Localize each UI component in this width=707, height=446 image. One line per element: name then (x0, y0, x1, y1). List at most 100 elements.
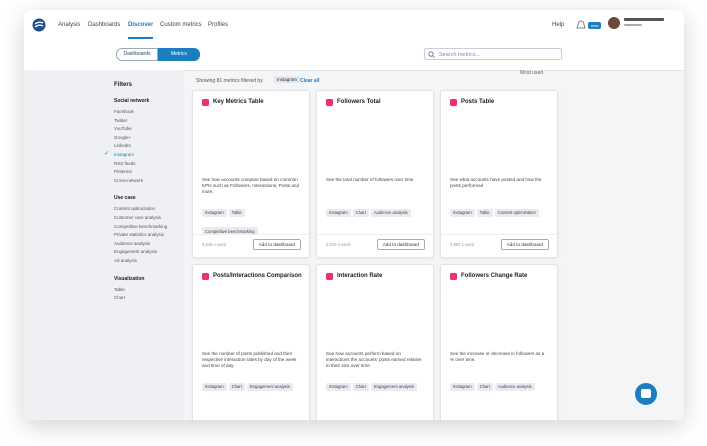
card-divider (193, 234, 309, 235)
tag: Chart (228, 382, 245, 391)
filter-summary: Showing 81 metrics filtered by (196, 78, 263, 84)
metric-card[interactable]: Followers Total See the total number of f… (316, 90, 434, 258)
notification-icon[interactable] (576, 20, 586, 30)
card-divider (317, 234, 433, 235)
view-tab[interactable]: Metrics (158, 48, 200, 61)
tag: Instagram (202, 208, 227, 217)
tag-list: Instagram Chart Audience analysis (326, 201, 426, 220)
usage-count: 3,910 x used (326, 242, 350, 247)
chip-close[interactable]: × (292, 77, 295, 83)
filter-group-title: Use case (114, 195, 136, 202)
tag-list: Instagram Chart Engagement analysis (202, 375, 302, 394)
tag-list: Instagram Table Competitive benchmarking (202, 201, 302, 238)
card-title: Interaction Rate (337, 273, 383, 279)
card-description: See what accounts have posted and how th… (450, 177, 542, 189)
tag: Instagram (450, 208, 475, 217)
tag: Table (476, 208, 493, 217)
tag-list: Instagram Chart Audience analysis (450, 375, 550, 394)
help-link[interactable]: Help (552, 22, 565, 28)
filter-option[interactable]: Cross-network (114, 177, 144, 183)
search-input[interactable]: Search metrics... (424, 48, 562, 60)
filter-chip[interactable]: Instagram (274, 76, 301, 83)
tag: Chart (352, 208, 369, 217)
nav-item[interactable]: Custom metrics (160, 22, 202, 28)
card-title: Posts/Interactions Comparison (213, 273, 302, 279)
metric-card[interactable]: Key Metrics Table See how accounts compar… (192, 90, 310, 258)
card-title: Followers Total (337, 99, 381, 105)
check-mark: ✓ (104, 151, 110, 157)
filter-option[interactable]: Pinterest (114, 169, 132, 175)
nav-item[interactable]: Analysis (58, 22, 81, 28)
card-title: Posts Table (461, 99, 495, 105)
tag: Instagram (450, 382, 475, 391)
user-role-placeholder (624, 24, 642, 26)
filter-option[interactable]: Google+ (114, 134, 132, 140)
filter-sidebar: Filters Social network Facebook Twitter YouT… (24, 70, 184, 420)
filter-group-title: Social network (114, 98, 150, 104)
card-description: See how accounts compare based on common… (202, 177, 300, 195)
metric-icon (202, 273, 209, 280)
tag: Competitive benchmarking (202, 227, 258, 235)
usage-count: 2,983 x used (450, 242, 474, 247)
nav-item[interactable]: Dashboards (88, 22, 121, 28)
usage-count: 5,846 x used (202, 242, 226, 247)
metric-icon (450, 99, 457, 106)
card-title: Followers Change Rate (461, 273, 528, 279)
toolbar: Search metrics... Dashboards Metrics (24, 42, 684, 71)
filter-option[interactable]: Ad analysis (114, 258, 138, 263)
card-description: See the total number of followers over t… (326, 177, 415, 182)
filter-option[interactable]: Facebook (114, 109, 134, 114)
tag: Engagement analysis (370, 382, 417, 391)
nav-item[interactable]: Discover (128, 22, 154, 39)
tag: Chart (352, 382, 369, 391)
filter-option[interactable]: Engagement analysis (114, 249, 158, 255)
logo (32, 18, 46, 32)
sort-select[interactable]: Most used (520, 70, 544, 76)
card-description: See the number of posts published and th… (202, 351, 297, 369)
tag: Instagram (202, 382, 227, 391)
tag: Content optimization (494, 208, 539, 217)
top-bar: Analysis Dashboards Discover Custom metrics… (24, 10, 684, 43)
card-description: See the increase or decrease in follower… (450, 351, 545, 363)
tag: Engagement analysis (246, 382, 293, 391)
metric-card[interactable]: Posts/Interactions Comparison See the num… (192, 264, 310, 420)
tag: Table (228, 208, 245, 217)
add-to-dashboard-button[interactable]: Add to dashboard (376, 239, 425, 250)
sidebar-title: Filters (114, 82, 133, 88)
tag: Instagram (326, 382, 351, 391)
nav-item[interactable]: Profiles (208, 22, 229, 28)
filter-option[interactable]: Content optimization (114, 206, 156, 212)
filter-option[interactable]: Customer care analysis (114, 215, 162, 220)
chat-button[interactable] (634, 382, 658, 406)
add-to-dashboard-button[interactable]: Add to dashboard (500, 239, 549, 250)
filter-option[interactable]: Chart (114, 295, 126, 301)
add-to-dashboard-button[interactable]: Add to dashboard (252, 239, 301, 250)
app-window: Analysis Dashboards Discover Custom metrics… (24, 10, 684, 420)
filter-option[interactable]: Audience analysis (114, 240, 151, 246)
clear-all[interactable]: Clear all (300, 78, 320, 84)
filter-option[interactable]: Table (114, 286, 125, 292)
metric-card[interactable]: Posts Table See what accounts have posted… (440, 90, 558, 258)
tag-list: Instagram Chart Engagement analysis (326, 375, 426, 394)
filter-option[interactable]: Private statistics analysis (114, 232, 165, 238)
tag: Audience analysis (494, 382, 535, 391)
metric-icon (326, 273, 333, 280)
tag: Chart (476, 382, 493, 391)
card-description: See how accounts perform based on intera… (326, 351, 422, 369)
avatar[interactable] (608, 17, 620, 29)
search-icon (428, 51, 435, 58)
tag: Instagram (326, 208, 351, 217)
metric-card[interactable]: Followers Change Rate See the increase or… (440, 264, 558, 420)
filter-option[interactable]: Twitter (114, 117, 128, 123)
filter-option[interactable]: YouTube (114, 126, 132, 132)
filter-option[interactable]: Competitive benchmarking (114, 223, 168, 229)
filter-option[interactable]: Instagram (114, 152, 135, 157)
tag: Audience analysis (370, 208, 411, 217)
view-tab[interactable]: Dashboards (116, 48, 158, 61)
filter-group-title: Visualization (114, 275, 145, 282)
filter-option[interactable]: RSS feeds (114, 160, 136, 166)
metric-card[interactable]: Interaction Rate See how accounts perform… (316, 264, 434, 420)
filter-option[interactable]: LinkedIn (114, 143, 132, 149)
new-badge: new (588, 22, 602, 29)
card-title: Key Metrics Table (213, 99, 264, 105)
